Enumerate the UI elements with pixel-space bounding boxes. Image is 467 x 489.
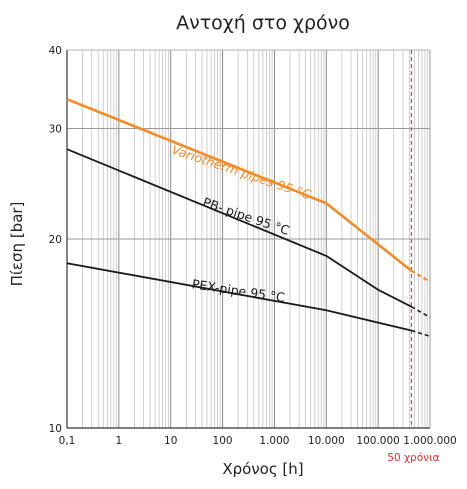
x-tick-label: 10.000 [308,435,345,447]
series-line-2 [66,262,412,332]
fifty-years-marker-label: 50 χρόνια [387,452,439,464]
x-tick-label: 0,1 [59,435,76,447]
x-tick-label: 100 [213,435,233,447]
x-tick-label: 1 [116,435,123,447]
series-extension-1 [411,306,431,319]
series-line-1 [66,148,412,308]
y-tick-label: 40 [49,45,62,57]
chart-title: Αντοχή στο χρόνο [176,12,350,34]
series-line-0 [66,97,413,272]
series-label-0: Variotherm pipes 95 °C [170,142,313,203]
series [66,97,431,338]
x-axis-label: Χρόνος [h] [222,460,303,478]
x-tick-label: 1.000.000 [403,435,456,447]
series-extension-2 [411,329,431,338]
y-axis-label: Πίεση [bar] [8,202,26,287]
tick-labels: 0,1 1 10 100 1.000 10.000 100.000 1.000.000 10 20… [49,45,457,447]
x-tick-label: 1.000 [259,435,289,447]
y-tick-label: 20 [49,234,62,246]
y-tick-label: 30 [49,123,62,135]
axes [66,49,431,429]
annotations: 50 χρόνια [387,50,440,464]
y-tick-label: 10 [49,423,62,435]
grid [66,49,430,429]
series-extension-0 [410,269,431,283]
x-tick-label: 100.000 [356,435,399,447]
series-labels: Variotherm pipes 95 °CPB- pipe 95 °CPEX-… [170,142,313,305]
x-tick-label: 10 [164,435,177,447]
